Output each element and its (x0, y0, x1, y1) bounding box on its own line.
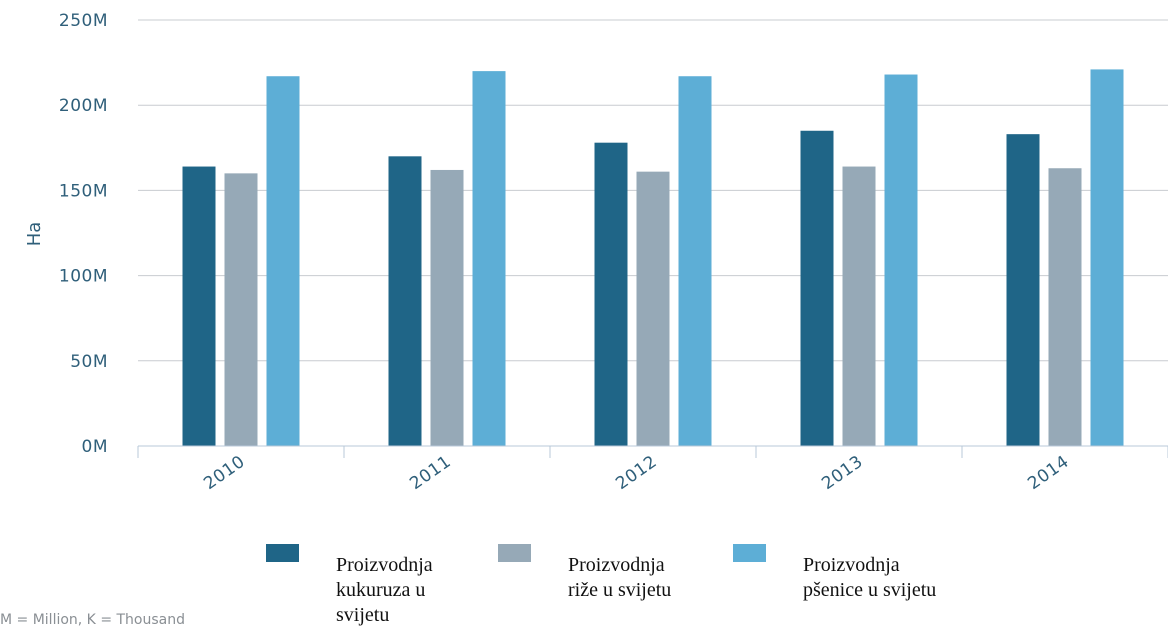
x-axis: 2010 2011 2012 2013 2014 (137, 445, 1168, 494)
legend-label-line: riže u svijetu (568, 579, 671, 601)
y-tick-label: 250M (59, 11, 108, 31)
legend-item-1[interactable]: Proizvodnja riže u svijetu (498, 544, 671, 601)
bar-2012-series-0[interactable] (594, 142, 628, 447)
bar-2014-series-1[interactable] (1048, 168, 1082, 447)
bar-2012-series-1[interactable] (636, 171, 670, 446)
x-tick-label: 2011 (406, 452, 455, 494)
x-tick-label: 2012 (612, 452, 661, 494)
y-axis-tick-labels: 0M 50M 100M 150M 200M 250M (59, 11, 108, 457)
legend-label-line: Proizvodnja (568, 554, 665, 576)
bar-2011-series-0[interactable] (388, 156, 422, 446)
legend-label-line: Proizvodnja (336, 554, 433, 576)
legend-label-line: Proizvodnja (803, 554, 900, 576)
bar-2010-series-1[interactable] (224, 173, 258, 447)
y-tick-label: 100M (59, 267, 108, 287)
legend-item-2[interactable]: Proizvodnja pšenice u svijetu (733, 544, 936, 601)
legend-swatch (733, 544, 766, 562)
legend-label-line: kukuruza u (336, 579, 425, 601)
legend-swatch (498, 544, 531, 562)
y-tick-label: 0M (82, 437, 108, 457)
bar-2011-series-2[interactable] (472, 71, 506, 447)
legend-item-0[interactable]: Proizvodnja kukuruza u svijetu (266, 544, 433, 626)
bar-2013-series-0[interactable] (800, 130, 834, 446)
y-tick-label: 150M (59, 181, 108, 201)
bars (182, 69, 1124, 447)
legend-label-line: pšenice u svijetu (803, 579, 936, 601)
bar-2014-series-2[interactable] (1090, 69, 1124, 446)
y-tick-label: 50M (70, 352, 108, 372)
bar-2012-series-2[interactable] (678, 76, 712, 447)
y-tick-label: 200M (59, 96, 108, 116)
y-axis-title: Ha (24, 222, 45, 247)
x-tick-label: 2013 (818, 452, 867, 494)
bar-2013-series-2[interactable] (884, 74, 918, 446)
bar-2014-series-0[interactable] (1006, 134, 1040, 446)
x-tick-label: 2014 (1024, 452, 1073, 494)
bar-2013-series-1[interactable] (842, 166, 876, 446)
bar-2010-series-2[interactable] (266, 76, 300, 447)
legend[interactable]: Proizvodnja kukuruza u svijetu Proizvodnja r… (266, 544, 936, 626)
bar-2010-series-0[interactable] (182, 166, 216, 446)
legend-swatch (266, 544, 299, 562)
footnote: M = Million, K = Thousand (0, 612, 185, 628)
bar-2011-series-1[interactable] (430, 169, 464, 446)
x-tick-label: 2010 (200, 452, 249, 494)
legend-label-line: svijetu (336, 604, 389, 626)
